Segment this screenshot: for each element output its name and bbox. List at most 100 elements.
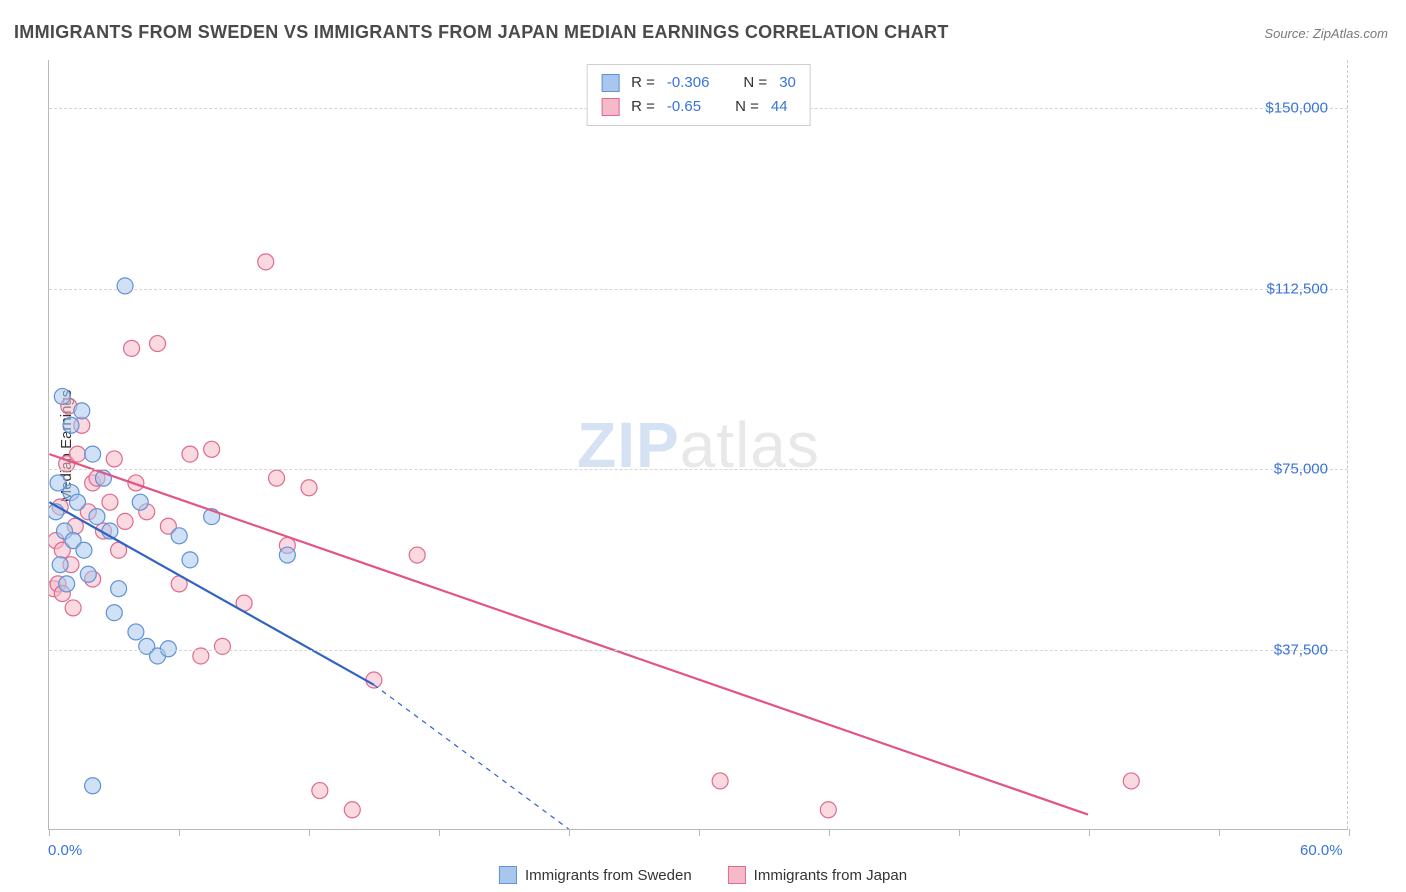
data-point bbox=[102, 494, 118, 510]
series-legend-item-sweden: Immigrants from Sweden bbox=[499, 866, 692, 884]
data-point bbox=[102, 523, 118, 539]
data-point bbox=[69, 446, 85, 462]
data-point bbox=[204, 509, 220, 525]
data-point bbox=[89, 470, 105, 486]
y-tick-label: $37,500 bbox=[1274, 641, 1328, 658]
data-point bbox=[50, 576, 66, 592]
data-point bbox=[106, 451, 122, 467]
series-legend-item-japan: Immigrants from Japan bbox=[728, 866, 907, 884]
data-point bbox=[49, 533, 64, 549]
correlation-legend: R = -0.306 N = 30 R = -0.65 N = 44 bbox=[586, 64, 811, 126]
chart-title: IMMIGRANTS FROM SWEDEN VS IMMIGRANTS FRO… bbox=[14, 22, 949, 43]
data-point bbox=[139, 638, 155, 654]
data-point bbox=[52, 557, 68, 573]
data-point bbox=[54, 388, 70, 404]
data-point bbox=[236, 595, 252, 611]
data-point bbox=[50, 475, 66, 491]
y-tick-label: $75,000 bbox=[1274, 461, 1328, 478]
data-point bbox=[111, 581, 127, 597]
x-tick bbox=[309, 829, 310, 836]
data-point bbox=[128, 475, 144, 491]
x-tick bbox=[959, 829, 960, 836]
data-point bbox=[182, 552, 198, 568]
plot-right-border bbox=[1347, 60, 1348, 829]
data-point bbox=[344, 802, 360, 818]
source-name: ZipAtlas.com bbox=[1313, 26, 1388, 41]
data-point bbox=[54, 542, 70, 558]
data-point bbox=[366, 672, 382, 688]
gridline bbox=[49, 650, 1348, 651]
data-point bbox=[712, 773, 728, 789]
source-attribution: Source: ZipAtlas.com bbox=[1264, 26, 1388, 41]
data-point bbox=[171, 528, 187, 544]
data-point bbox=[139, 504, 155, 520]
legend-n-label: N = bbox=[743, 71, 767, 95]
series-label-sweden: Immigrants from Sweden bbox=[525, 867, 692, 884]
data-point bbox=[67, 518, 83, 534]
data-point bbox=[57, 523, 73, 539]
data-point bbox=[106, 605, 122, 621]
data-point bbox=[95, 470, 111, 486]
legend-r-value-japan: -0.65 bbox=[667, 95, 701, 119]
x-tick bbox=[1349, 829, 1350, 836]
series-legend: Immigrants from Sweden Immigrants from J… bbox=[499, 866, 907, 884]
data-point bbox=[76, 542, 92, 558]
plot-area: ZIPatlas R = -0.306 N = 30 R = -0.65 N =… bbox=[48, 60, 1348, 830]
x-tick bbox=[179, 829, 180, 836]
data-point bbox=[65, 533, 81, 549]
gridline bbox=[49, 289, 1348, 290]
data-point bbox=[1123, 773, 1139, 789]
x-tick bbox=[569, 829, 570, 836]
x-tick bbox=[699, 829, 700, 836]
data-point bbox=[95, 523, 111, 539]
legend-swatch-sweden bbox=[499, 866, 517, 884]
data-point bbox=[80, 566, 96, 582]
data-point bbox=[132, 494, 148, 510]
data-point bbox=[301, 480, 317, 496]
data-point bbox=[279, 537, 295, 553]
x-tick bbox=[1219, 829, 1220, 836]
data-point bbox=[409, 547, 425, 563]
data-point bbox=[59, 576, 75, 592]
data-point bbox=[85, 571, 101, 587]
trend-line-extrapolated bbox=[374, 685, 569, 829]
data-point bbox=[63, 557, 79, 573]
source-label: Source: bbox=[1264, 26, 1309, 41]
legend-swatch-japan bbox=[601, 98, 619, 116]
correlation-legend-row-japan: R = -0.65 N = 44 bbox=[601, 95, 796, 119]
data-point bbox=[182, 446, 198, 462]
x-tick bbox=[1089, 829, 1090, 836]
y-tick-label: $112,500 bbox=[1267, 280, 1328, 297]
data-point bbox=[85, 778, 101, 794]
data-point bbox=[80, 504, 96, 520]
data-point bbox=[160, 518, 176, 534]
x-tick-label: 60.0% bbox=[1300, 842, 1343, 859]
data-point bbox=[85, 475, 101, 491]
data-point bbox=[65, 600, 81, 616]
data-point bbox=[269, 470, 285, 486]
watermark: ZIPatlas bbox=[577, 408, 820, 482]
legend-n-label: N = bbox=[735, 95, 759, 119]
data-point bbox=[52, 499, 68, 515]
data-point bbox=[124, 340, 140, 356]
data-point bbox=[63, 485, 79, 501]
correlation-legend-row-sweden: R = -0.306 N = 30 bbox=[601, 71, 796, 95]
legend-r-label: R = bbox=[631, 95, 655, 119]
data-point bbox=[279, 547, 295, 563]
data-point bbox=[49, 581, 62, 597]
trend-line bbox=[49, 454, 1088, 814]
data-point bbox=[111, 542, 127, 558]
legend-r-label: R = bbox=[631, 71, 655, 95]
data-point bbox=[312, 783, 328, 799]
gridline bbox=[49, 469, 1348, 470]
chart-svg-layer bbox=[49, 60, 1348, 829]
data-point bbox=[128, 624, 144, 640]
data-point bbox=[214, 638, 230, 654]
data-point bbox=[63, 417, 79, 433]
trend-line bbox=[49, 502, 374, 685]
data-point bbox=[69, 494, 85, 510]
data-point bbox=[54, 586, 70, 602]
data-point bbox=[204, 441, 220, 457]
legend-n-value-japan: 44 bbox=[771, 95, 788, 119]
data-point bbox=[85, 446, 101, 462]
